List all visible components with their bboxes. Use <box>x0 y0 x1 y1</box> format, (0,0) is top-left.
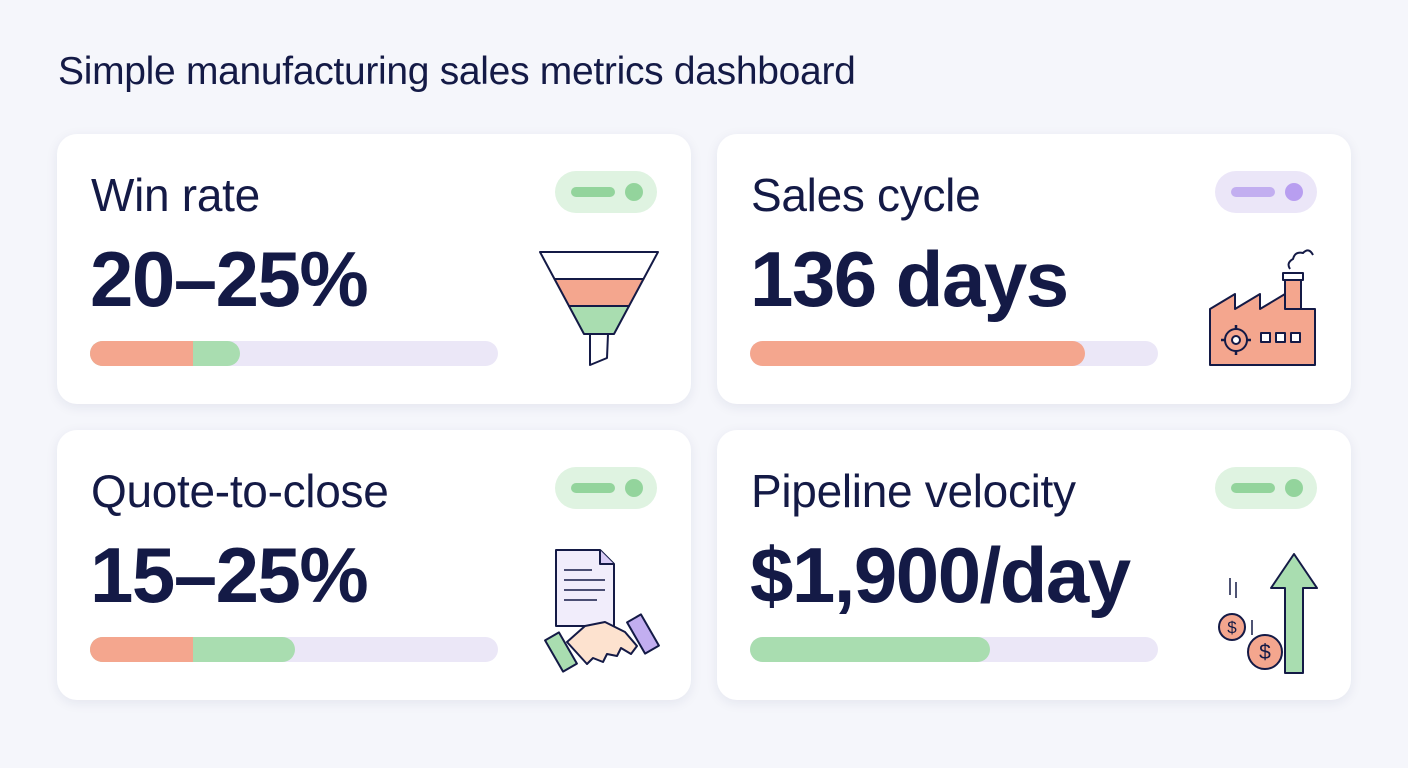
metric-label: Sales cycle <box>751 169 981 221</box>
decoration: $ <box>1227 618 1237 637</box>
progress-segment <box>90 637 193 662</box>
progress-track <box>750 637 1158 662</box>
decoration <box>1260 332 1271 343</box>
progress-segment <box>750 341 1085 366</box>
decoration <box>1231 335 1241 345</box>
decoration <box>566 621 638 665</box>
decoration <box>571 483 615 493</box>
decoration <box>1284 278 1302 310</box>
progress-track <box>750 341 1158 366</box>
decoration <box>564 569 605 601</box>
status-toggle[interactable] <box>1215 171 1317 213</box>
metric-value: 20–25% <box>90 235 369 323</box>
decoration <box>1287 249 1314 270</box>
decoration <box>1285 183 1303 201</box>
decoration <box>1247 634 1283 670</box>
decoration <box>589 333 609 366</box>
decoration <box>1282 272 1304 281</box>
progress-segment <box>750 637 990 662</box>
status-toggle[interactable] <box>555 171 657 213</box>
decoration <box>571 187 615 197</box>
decoration <box>1275 332 1286 343</box>
decoration <box>599 550 614 565</box>
decoration <box>1231 187 1275 197</box>
metric-label: Win rate <box>91 169 260 221</box>
decoration <box>625 183 643 201</box>
decoration <box>1270 553 1318 674</box>
progress-track <box>90 637 498 662</box>
page-title: Simple manufacturing sales metrics dashb… <box>58 50 856 93</box>
metric-card: Pipeline velocity $1,900/day $ $ <box>717 430 1351 700</box>
decoration <box>544 631 578 673</box>
decoration <box>555 549 615 627</box>
metric-value: $1,900/day <box>750 531 1131 619</box>
handshake-icon <box>544 549 660 673</box>
metric-card: Quote-to-close 15–25% <box>57 430 691 700</box>
metric-value: 136 days <box>750 235 1069 323</box>
progress-segment <box>90 341 193 366</box>
progress-track <box>90 341 498 366</box>
decoration <box>1290 332 1301 343</box>
decoration <box>1231 483 1275 493</box>
status-toggle[interactable] <box>555 467 657 509</box>
decoration <box>553 278 645 307</box>
decoration <box>1229 578 1253 635</box>
decoration <box>568 305 630 335</box>
metric-value: 15–25% <box>90 531 369 619</box>
growth-icon: $ $ <box>1218 553 1318 674</box>
metric-label: Pipeline velocity <box>751 465 1076 517</box>
funnel-icon <box>539 251 659 366</box>
decoration <box>1285 479 1303 497</box>
decoration <box>626 613 660 655</box>
decoration <box>539 251 659 280</box>
decoration <box>1221 325 1251 355</box>
decoration <box>625 479 643 497</box>
metric-card: Win rate 20–25% <box>57 134 691 404</box>
metric-label: Quote-to-close <box>91 465 389 517</box>
factory-icon <box>1209 249 1316 366</box>
decoration: $ <box>1259 641 1271 664</box>
status-toggle[interactable] <box>1215 467 1317 509</box>
metric-card: Sales cycle 136 days <box>717 134 1351 404</box>
decoration <box>1218 613 1246 641</box>
